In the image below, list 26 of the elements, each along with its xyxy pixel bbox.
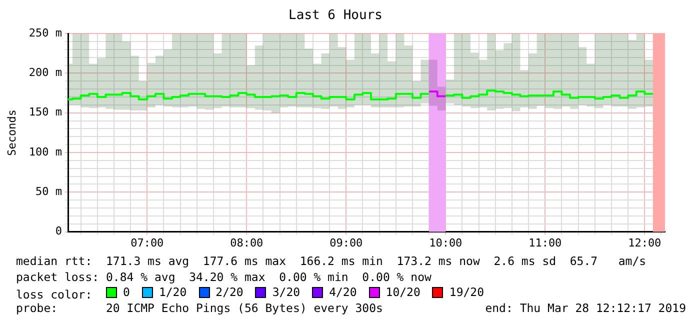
y-tick-label: 250 m xyxy=(28,26,62,40)
y-axis-title: Seconds xyxy=(5,110,18,156)
x-tick-label: 09:00 xyxy=(330,236,363,250)
x-tick-label: 11:00 xyxy=(528,236,562,250)
y-tick-label: 50 m xyxy=(36,185,62,198)
legend-label: 0 xyxy=(123,285,130,300)
x-tick-label: 12:00 xyxy=(628,236,662,250)
text: end: Thu Mar 28 12:12:17 2019 xyxy=(485,300,686,316)
legend-label: 19/20 xyxy=(449,285,484,300)
x-tick-label: 08:00 xyxy=(230,236,264,250)
x-tick-label: 10:00 xyxy=(429,236,462,250)
legend-title: loss color: xyxy=(16,287,94,302)
chart-title: Last 6 Hours xyxy=(288,8,382,24)
text: probe: 20 ICMP Echo Pings (56 Bytes) every 300s xyxy=(16,300,383,314)
legend-label: 1/20 xyxy=(158,285,187,300)
text: median rtt: 171.3 ms avg 177.6 ms max 166.2 ms min 173.2 ms now 2.6 ms sd 65.7 am/s xyxy=(16,254,648,270)
text: packet loss: 0.84 % avg 34.20 % max 0.00 % min 0.00 % now xyxy=(16,270,432,285)
legend-label: 2/20 xyxy=(216,285,244,300)
y-tick-label: 150 m xyxy=(28,106,62,119)
legend-label: 3/20 xyxy=(272,285,300,300)
x-tick-label: 07:00 xyxy=(130,236,164,250)
y-tick-label: 200 m xyxy=(28,66,62,80)
legend-label: 4/20 xyxy=(329,285,357,300)
legend-label: 10/20 xyxy=(386,285,420,300)
y-tick-label: 0 xyxy=(55,224,62,238)
y-tick-label: 100 m xyxy=(28,145,62,158)
